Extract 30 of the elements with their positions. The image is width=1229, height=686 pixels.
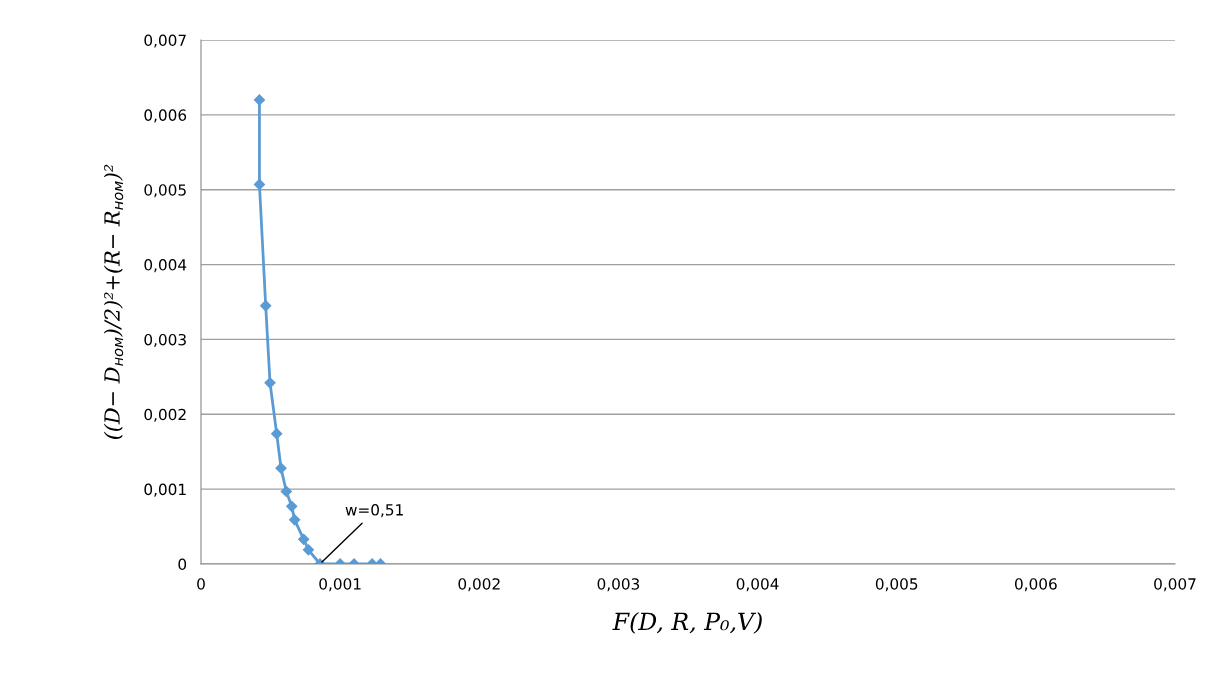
point xyxy=(264,377,276,389)
y-tick-label: 0,001 xyxy=(144,483,186,497)
x-tick-label: 0,006 xyxy=(1015,578,1057,592)
y-tick-label: 0,005 xyxy=(144,184,186,198)
point xyxy=(275,462,287,474)
y-tick-label: 0 xyxy=(178,558,187,571)
point xyxy=(289,514,301,526)
x-tick-label: 0,001 xyxy=(319,578,361,592)
x-tick-label: 0,005 xyxy=(875,578,918,592)
y-tick-label: 0,007 xyxy=(144,34,186,48)
point xyxy=(260,300,272,312)
y-axis-title: ((D− D$_{ном}$)/2)²+(R− R$_{ном}$)² xyxy=(103,164,124,440)
y-tick-label: 0,002 xyxy=(144,408,186,422)
point xyxy=(271,428,283,440)
point xyxy=(253,94,266,106)
annotation: w=0,51 xyxy=(345,504,403,518)
y-tick-label: 0,004 xyxy=(144,259,187,273)
x-tick-label: 0,003 xyxy=(597,578,640,592)
point xyxy=(280,485,292,497)
y-tick-label: 0,006 xyxy=(144,109,187,123)
point xyxy=(253,178,266,191)
x-tick-label: 0 xyxy=(197,578,205,590)
x-tick-label: 0,002 xyxy=(458,578,500,592)
y-tick-label: 0,003 xyxy=(144,333,186,348)
point xyxy=(286,500,298,512)
point xyxy=(298,533,310,545)
x-tick-label: 0,004 xyxy=(736,578,779,592)
point xyxy=(302,544,315,556)
x-axis-title: F(D, R, P₀,V) xyxy=(612,612,762,634)
x-tick-label: 0,007 xyxy=(1154,578,1196,592)
